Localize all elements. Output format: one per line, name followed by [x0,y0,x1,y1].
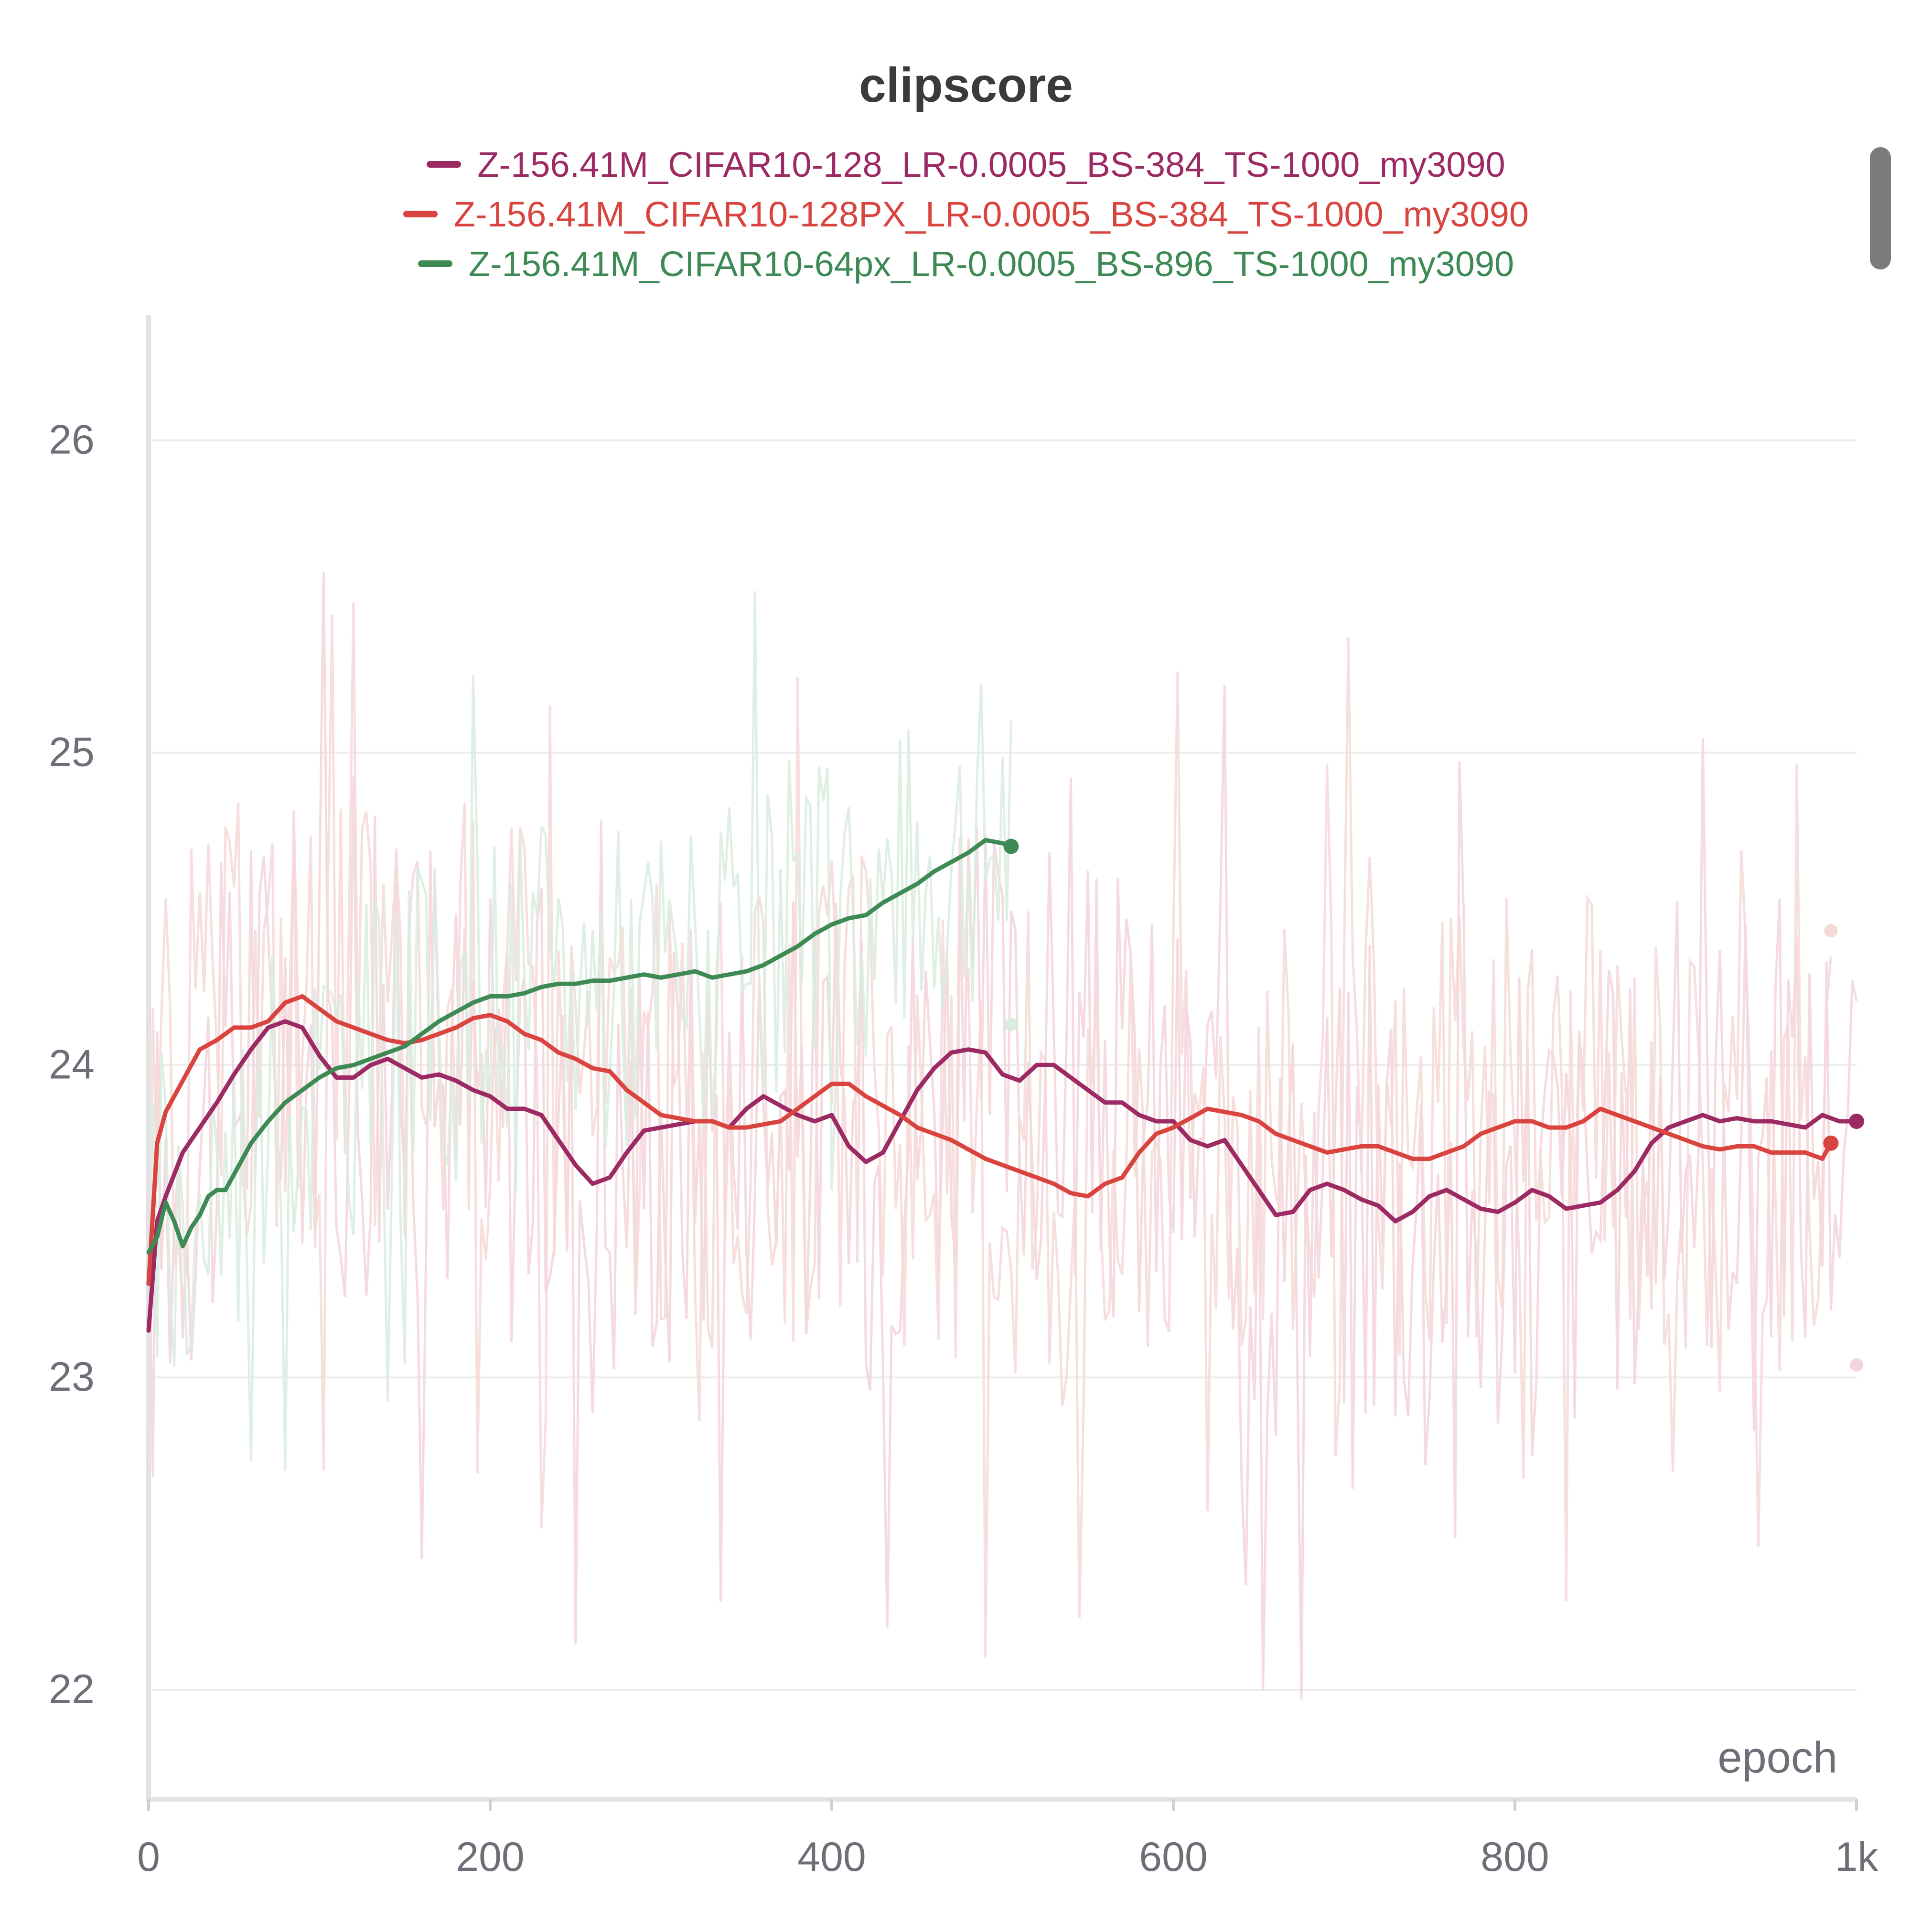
raw-end-marker-series-1 [1850,1358,1863,1372]
series-line-2 [146,994,1833,1286]
y-tick-label: 26 [49,417,95,463]
raw-trace-series-3 [147,591,1012,1471]
legend-label-series-1: Z-156.41M_CIFAR10-128_LR-0.0005_BS-384_T… [477,144,1505,184]
legend-swatch-series-2 [403,211,438,217]
raw-noise-layer [147,572,1863,1700]
legend-item[interactable]: Z-156.41M_CIFAR10-128_LR-0.0005_BS-384_T… [0,140,1932,189]
x-tick-label: 200 [456,1834,525,1880]
y-tick-label: 22 [49,1666,95,1712]
x-tick-label: 400 [797,1834,866,1880]
tick-label-layer: 22 23 24 25 26 0 200 400 600 800 1k epoch [49,417,1878,1880]
series-line-1 [146,1019,1859,1333]
series-end-marker-3 [1003,838,1019,854]
legend-scrollbar[interactable] [1870,147,1891,269]
series-line-3 [146,838,1013,1255]
x-tick-label: 0 [137,1834,160,1880]
axis-layer [146,315,1858,1811]
legend-swatch-series-1 [427,161,462,168]
x-tick-label: 1k [1835,1834,1879,1880]
legend-item[interactable]: Z-156.41M_CIFAR10-64px_LR-0.0005_BS-896_… [0,239,1932,289]
series-end-marker-2 [1823,1135,1839,1151]
raw-end-marker-series-2 [1824,924,1838,938]
legend-label-series-3: Z-156.41M_CIFAR10-64px_LR-0.0005_BS-896_… [468,244,1514,284]
x-axis-label: epoch [1717,1733,1837,1782]
legend-label-series-2: Z-156.41M_CIFAR10-128PX_LR-0.0005_BS-384… [453,194,1529,234]
y-tick-label: 24 [49,1041,95,1087]
x-tick-label: 600 [1139,1834,1208,1880]
chart-title: clipscore [859,58,1073,112]
x-tick-label: 800 [1481,1834,1549,1880]
raw-trace-series-1 [147,572,1858,1700]
series-layer [146,838,1864,1333]
raw-end-marker-series-3 [1004,1018,1018,1031]
y-tick-label: 25 [49,729,95,775]
y-tick-label: 23 [49,1354,95,1400]
grid-layer [149,439,1857,1691]
series-end-marker-1 [1849,1114,1864,1129]
legend: Z-156.41M_CIFAR10-128_LR-0.0005_BS-384_T… [0,140,1932,289]
legend-swatch-series-3 [418,260,452,267]
legend-item[interactable]: Z-156.41M_CIFAR10-128PX_LR-0.0005_BS-384… [0,189,1932,239]
